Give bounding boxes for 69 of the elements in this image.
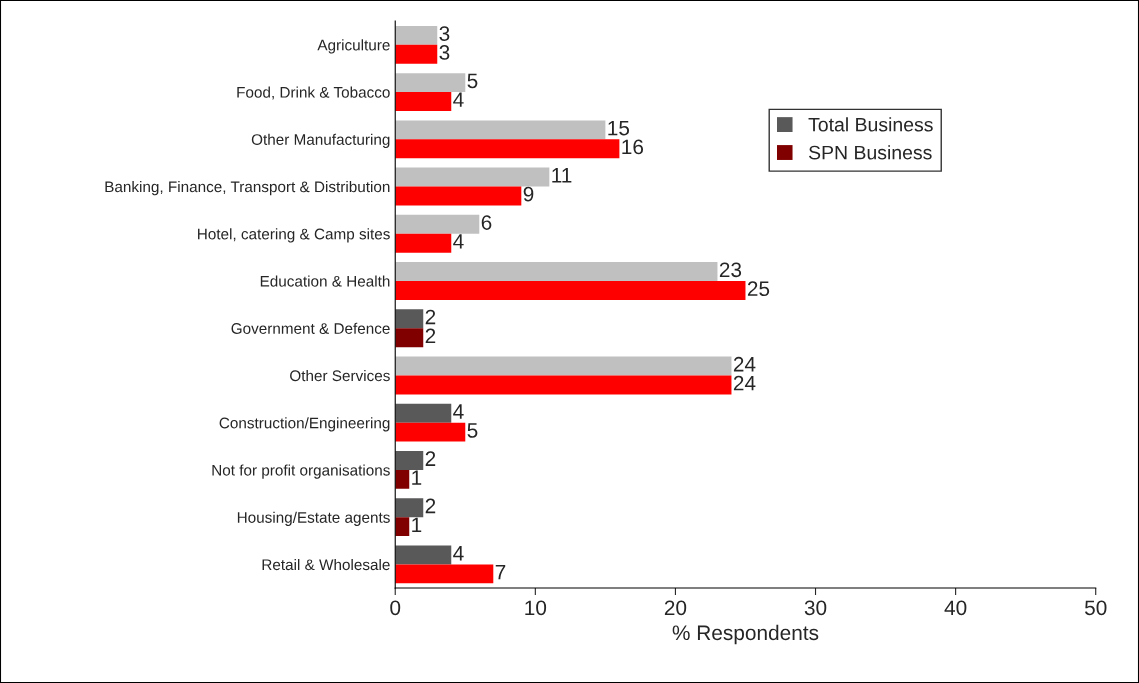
data-label: 3 [439,45,450,60]
x-tick-label: 40 [944,600,967,616]
bar [395,25,438,45]
bar [395,498,424,518]
data-label: 2 [425,309,436,325]
data-label: 6 [481,215,492,230]
bar [395,92,452,111]
x-tick-label: 50 [1084,600,1107,616]
bar [395,186,522,206]
data-label: 3 [439,26,450,41]
y-tick-label: Not for profit organisations [212,464,390,479]
bar [395,403,452,423]
data-label: 16 [622,139,644,155]
bar [395,422,466,442]
data-label: 1 [412,470,422,485]
x-tick-label: 0 [390,600,401,616]
bar [395,517,410,537]
y-tick-label: Retail & Wholesale [262,558,390,571]
data-label: 5 [467,73,478,89]
bar [395,73,466,93]
data-label: 15 [608,120,630,136]
bar [395,328,424,348]
data-label: 2 [425,498,436,514]
y-tick-label: Banking, Finance, Transport & Distribution [105,180,390,196]
data-label: 5 [467,423,478,438]
data-label: 7 [495,564,506,580]
y-tick-label: Agriculture [317,39,390,54]
x-tick-label: 10 [525,600,547,616]
x-axis-title: % Respondents [672,624,819,645]
data-label: 2 [425,451,436,466]
bar [395,564,494,584]
y-tick-label: Education & Health [260,275,390,287]
bar [395,309,424,329]
data-label: 24 [733,356,756,372]
data-label: 4 [453,234,464,249]
bar [395,356,732,376]
data-label: 25 [747,281,770,297]
y-tick-label: Construction/Engineering [219,417,390,432]
y-tick-label: Other Services [290,369,390,382]
y-tick-label: Housing/Estate agents [237,511,390,526]
data-label: 4 [453,404,464,419]
legend-label: Total Business [808,117,933,132]
data-label: 9 [523,186,534,202]
data-label: 23 [719,262,742,278]
data-label: 2 [425,328,436,344]
bar [395,233,452,253]
bar [395,451,424,470]
y-tick-label: Government & Defence [231,322,390,334]
bar [395,469,410,489]
y-tick-label: Food, Drink & Tobacco [237,86,390,100]
bar [395,139,620,159]
data-label: 24 [733,375,756,391]
x-tick-label: 30 [804,600,827,616]
data-label: 4 [453,92,464,107]
bar [395,262,718,281]
legend-label: SPN Business [808,145,932,160]
y-tick-label: Hotel, catering & Camp sites [198,228,390,243]
data-label: 4 [453,546,464,561]
bar [395,214,480,234]
data-label: 11 [552,168,572,183]
bar [395,375,732,395]
bar [395,281,746,300]
x-tick-label: 20 [664,600,687,616]
bar [395,167,550,187]
bar [395,44,438,64]
data-label: 1 [412,517,422,533]
bar [395,545,452,565]
y-tick-label: Other Manufacturing [251,133,390,148]
bar [395,120,606,140]
